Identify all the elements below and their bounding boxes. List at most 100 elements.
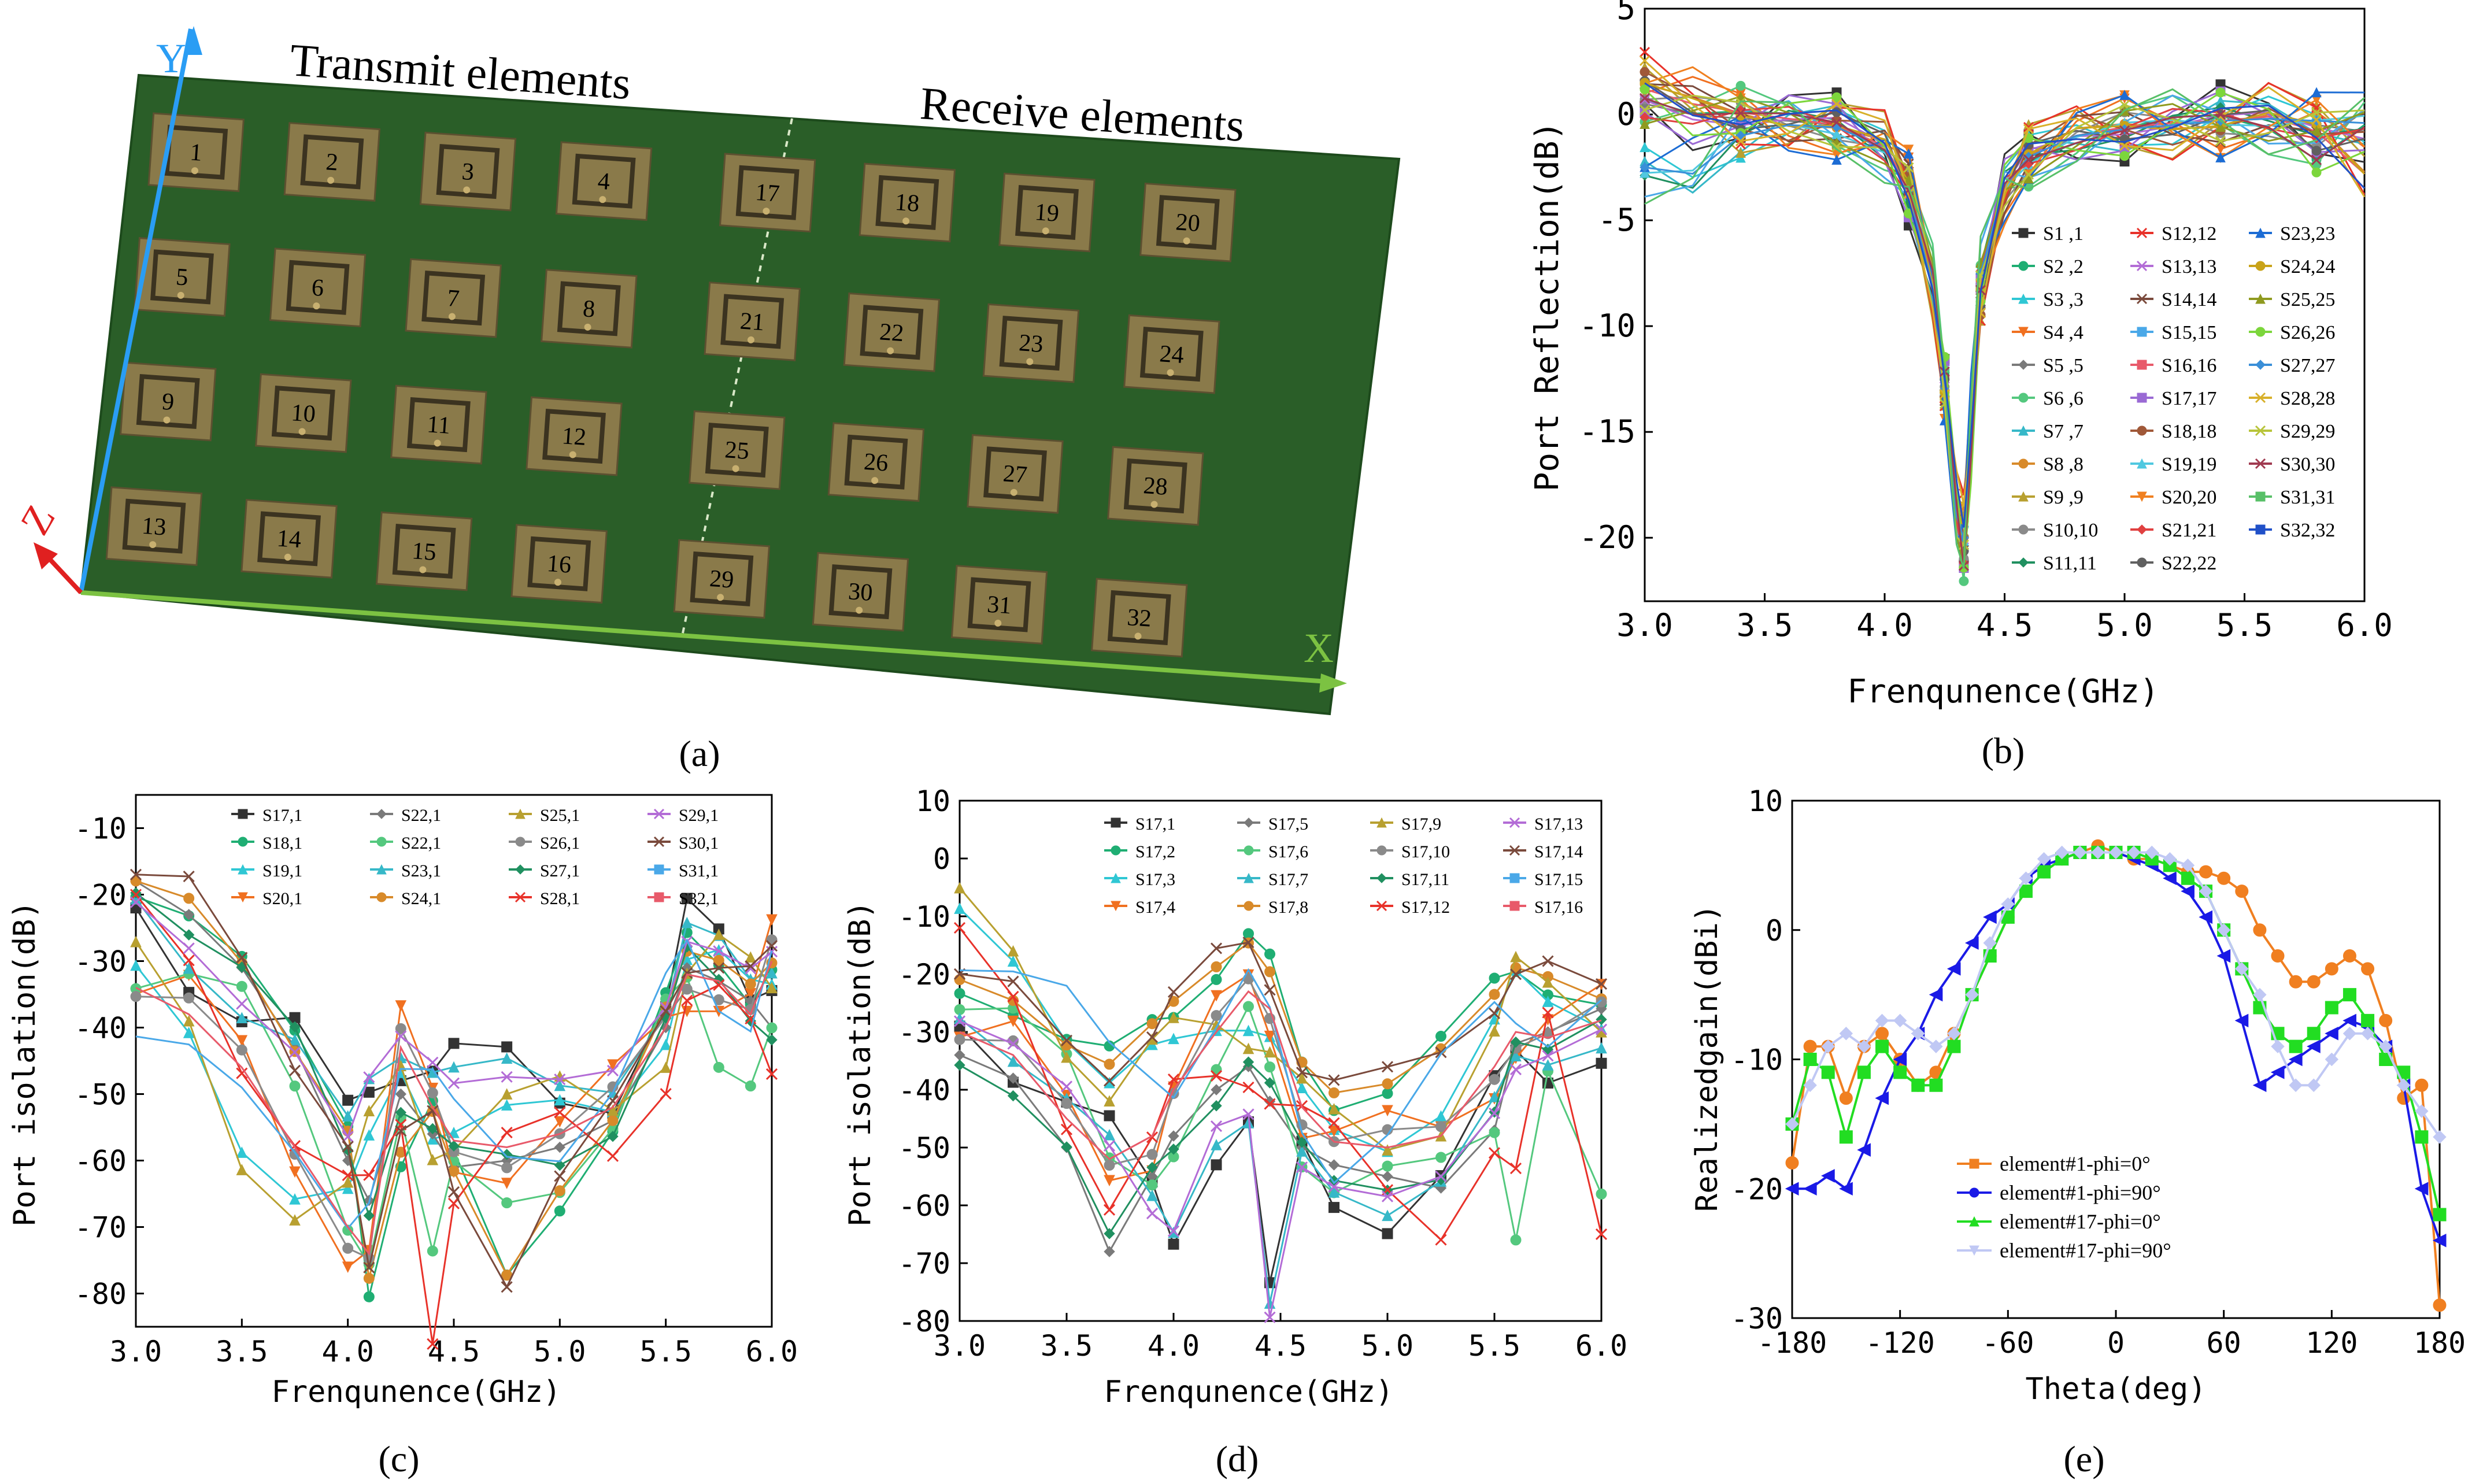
element-number: 32 [1126,604,1152,632]
data-point [1489,1127,1500,1138]
element-number: 13 [141,513,167,541]
data-point [2378,1039,2393,1053]
data-point [1929,1039,1943,1053]
data-point [2311,154,2322,165]
data-point [554,1141,566,1153]
data-point [1893,1065,1907,1079]
y-tick-label: -70 [75,1211,127,1245]
data-point [1211,1159,1222,1171]
x-tick-label: 3.5 [216,1335,268,1368]
data-point [2018,491,2029,502]
data-point [2217,871,2231,885]
patch-ring [257,511,321,567]
data-point [2255,458,2266,469]
data-point [2255,261,2266,271]
feed-point [191,167,198,175]
legend-item: S17,3 [1104,870,1175,889]
data-point [653,808,665,820]
data-point [1111,845,1121,856]
data-point [954,1049,965,1061]
data-point [2325,1052,2339,1067]
data-point [183,962,195,974]
data-point [1376,900,1387,912]
data-point [2023,124,2034,135]
x-tick-label: 4.0 [1148,1329,1200,1363]
data-point [1211,961,1222,972]
data-point [1947,1039,1961,1053]
x-tick-label: 5.0 [1361,1329,1413,1363]
data-point [1264,966,1275,978]
data-point [2379,1013,2393,1027]
data-point [1542,1050,1554,1062]
data-point [129,868,142,880]
data-point [2023,169,2034,180]
data-point [1376,873,1387,883]
x-axis-line [80,590,1336,684]
data-point [130,991,142,1002]
data-point [1104,1175,1115,1187]
data-point [660,1061,672,1073]
data-point [1061,1051,1072,1063]
antenna-element: 25 [689,410,786,490]
legend-item: S24,1 [370,889,441,908]
data-point [2181,858,2195,872]
data-point [607,1115,619,1126]
legend-label: S17,5 [1268,815,1308,834]
legend-label: S17,9 [1401,815,1441,834]
patch-ring [300,134,364,190]
panel-b-label: (b) [1982,730,2025,771]
data-point [2136,293,2148,305]
data-point [183,1015,195,1027]
data-point [501,1052,513,1064]
data-point [713,1061,724,1073]
data-point [1211,1010,1222,1022]
x-tick-label: 180 [2414,1326,2466,1360]
panel-d-series-group [953,882,1608,1323]
data-point [183,992,195,1004]
data-point [1146,1131,1159,1143]
data-point [236,952,248,964]
patch-ring [436,144,500,199]
legend-item: S1 ,1 [2012,223,2084,245]
data-point [1964,936,1979,950]
antenna-element: 12 [526,396,623,476]
x-axis-label: X [1304,625,1334,671]
data-point [2001,897,2015,911]
data-point [2235,885,2249,898]
series-line [959,968,1602,1185]
series-line [1644,88,2365,568]
element-number: 21 [739,308,765,336]
data-point [1595,1228,1608,1241]
y-tick-label: -10 [1731,1043,1783,1077]
legend-item: S17,7 [1237,870,1308,889]
data-point [236,1067,248,1079]
data-point [2325,1026,2338,1041]
data-point [765,940,778,952]
data-point [515,837,526,847]
data-point [1104,1110,1115,1122]
data-point [342,1261,354,1273]
legend-label: S25,1 [540,806,580,825]
data-point [238,892,248,903]
element-number: 3 [461,158,475,186]
data-point [1435,1234,1447,1246]
series-line [1644,83,2365,542]
data-point [1893,1052,1907,1067]
element-number: 9 [161,388,175,416]
data-point [1969,1159,1979,1169]
feed-point [1167,369,1174,376]
legend-item: S20,1 [231,889,302,908]
data-point [1639,105,1651,116]
data-point [1243,928,1254,939]
panel-a-label: (a) [679,733,720,774]
data-point [2181,884,2195,898]
data-point [1296,1137,1308,1148]
data-point [1542,1043,1554,1055]
x-tick-label: 60 [2207,1326,2241,1360]
data-point [2091,845,2105,860]
data-point [2397,1091,2411,1105]
data-point [745,978,756,990]
legend-item: S5 ,5 [2012,355,2084,376]
legend-item: S7 ,7 [2012,421,2084,442]
element-number: 16 [546,550,572,579]
